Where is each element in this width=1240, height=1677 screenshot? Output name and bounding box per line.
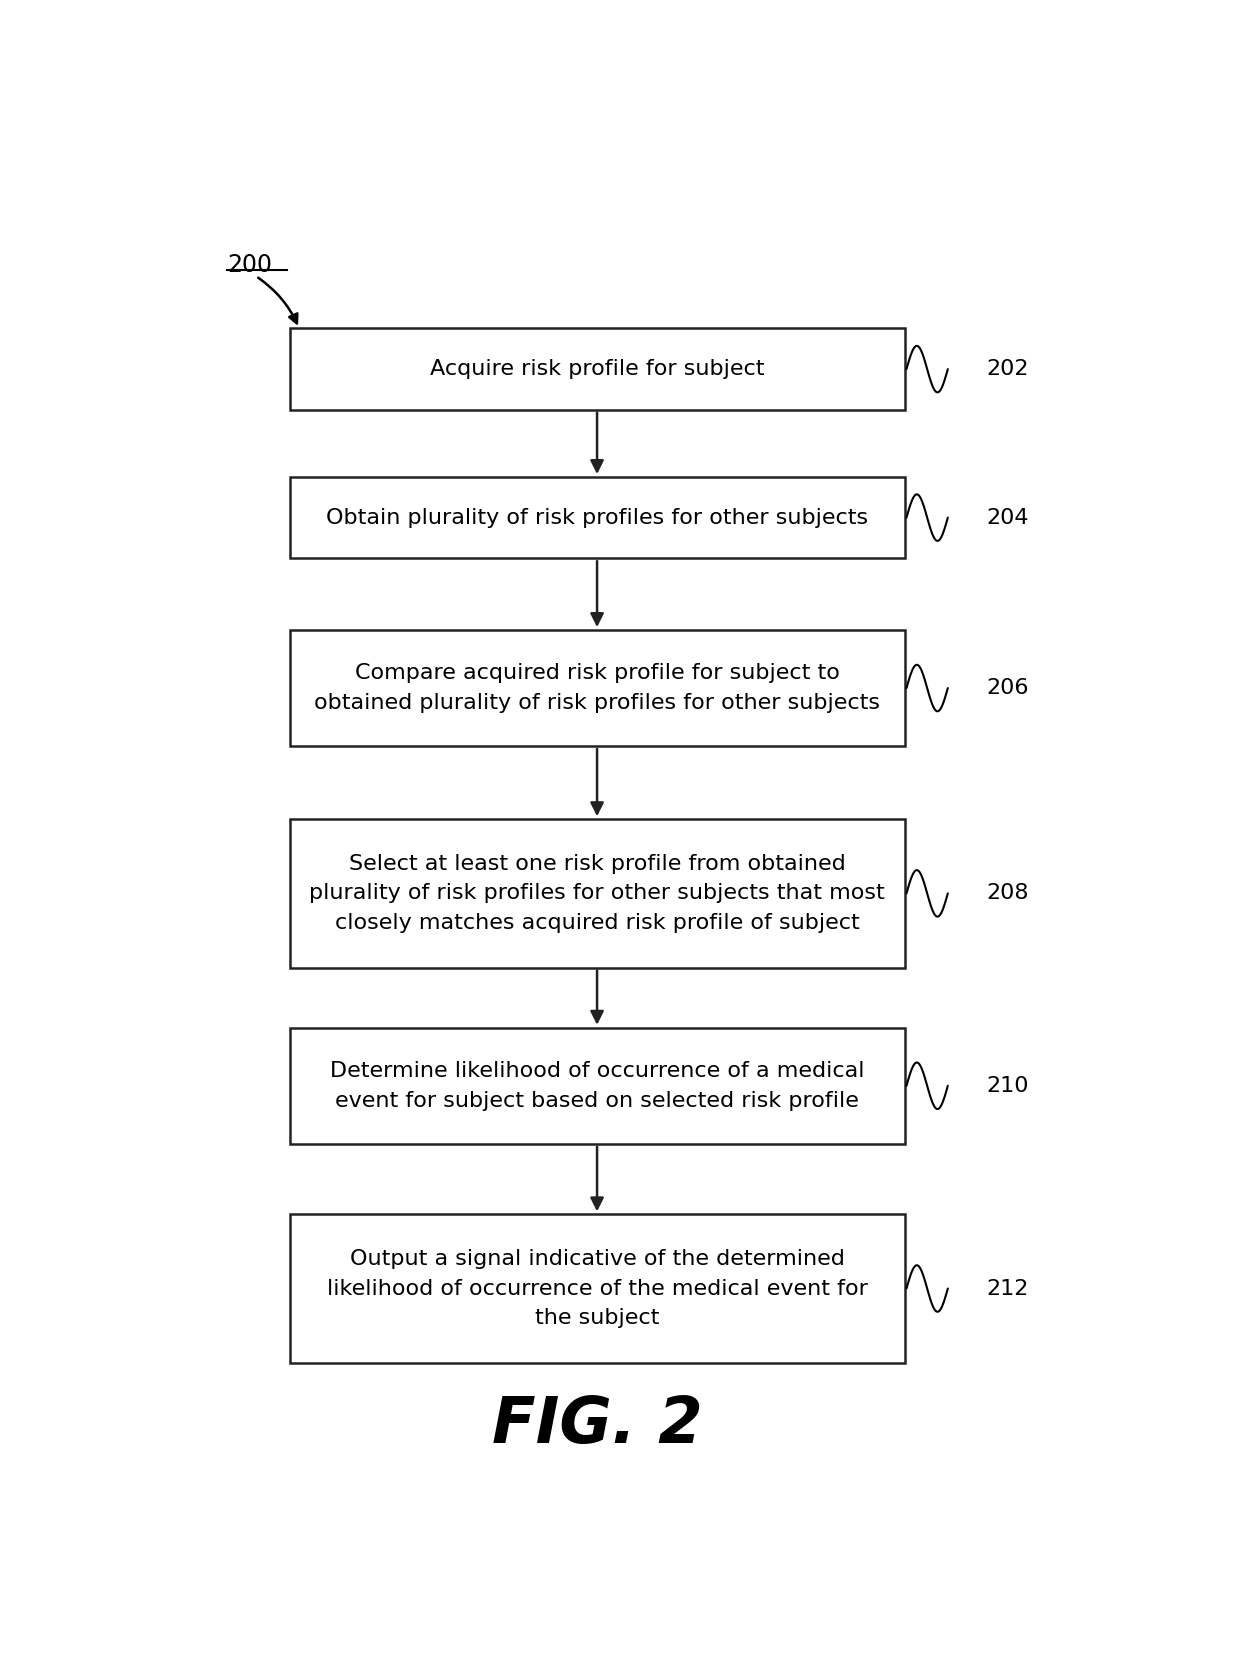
- Text: 200: 200: [227, 253, 272, 277]
- Text: 206: 206: [986, 678, 1029, 698]
- Text: Determine likelihood of occurrence of a medical
event for subject based on selec: Determine likelihood of occurrence of a …: [330, 1062, 864, 1110]
- Text: 202: 202: [986, 359, 1029, 379]
- Text: 210: 210: [986, 1075, 1029, 1095]
- FancyBboxPatch shape: [290, 1028, 905, 1144]
- Text: 204: 204: [986, 508, 1029, 528]
- FancyBboxPatch shape: [290, 818, 905, 968]
- Text: Output a signal indicative of the determined
likelihood of occurrence of the med: Output a signal indicative of the determ…: [326, 1249, 868, 1328]
- Text: Select at least one risk profile from obtained
plurality of risk profiles for ot: Select at least one risk profile from ob…: [309, 854, 885, 932]
- Text: 208: 208: [986, 884, 1029, 904]
- Text: FIG. 2: FIG. 2: [492, 1394, 702, 1456]
- Text: Obtain plurality of risk profiles for other subjects: Obtain plurality of risk profiles for ot…: [326, 508, 868, 528]
- Text: Acquire risk profile for subject: Acquire risk profile for subject: [430, 359, 764, 379]
- FancyBboxPatch shape: [290, 329, 905, 409]
- FancyBboxPatch shape: [290, 1214, 905, 1363]
- FancyBboxPatch shape: [290, 631, 905, 746]
- FancyArrowPatch shape: [258, 278, 298, 324]
- Text: 212: 212: [986, 1278, 1029, 1298]
- Text: Compare acquired risk profile for subject to
obtained plurality of risk profiles: Compare acquired risk profile for subjec…: [314, 664, 880, 713]
- FancyBboxPatch shape: [290, 476, 905, 558]
